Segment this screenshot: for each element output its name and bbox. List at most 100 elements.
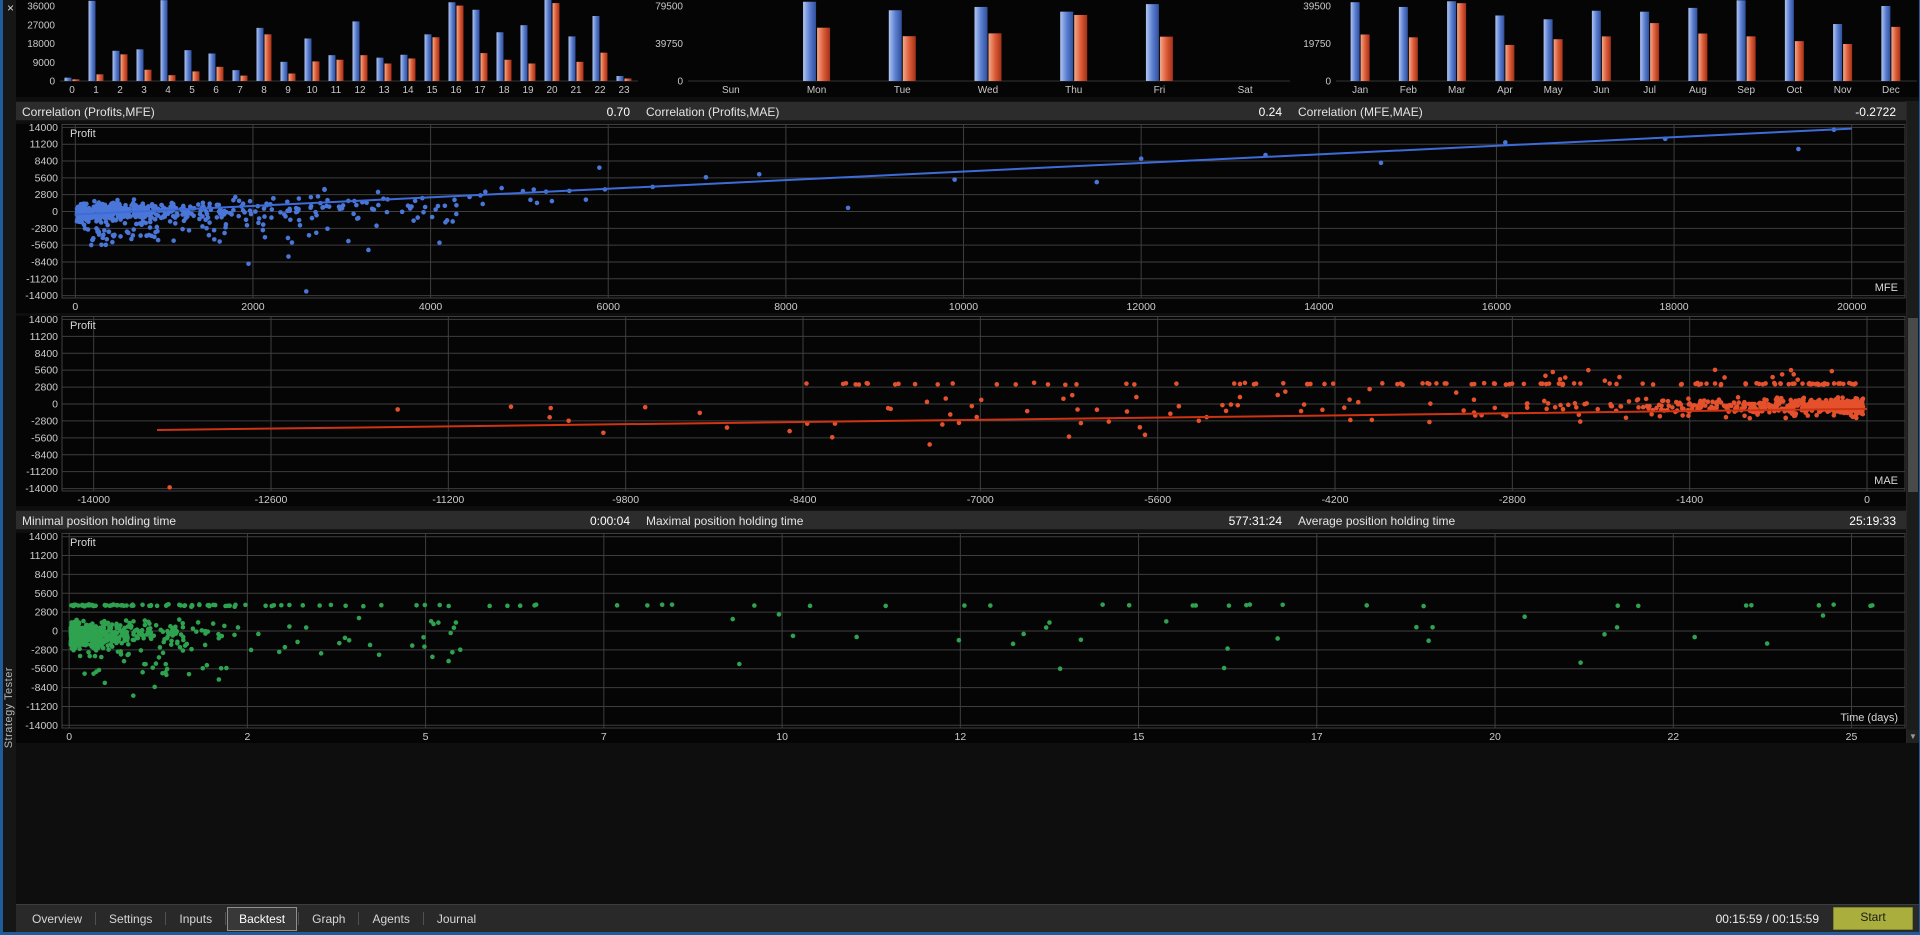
svg-text:12: 12	[354, 85, 366, 96]
svg-text:May: May	[1544, 85, 1563, 96]
correlation-profits-mfe-label: Correlation (Profits,MFE)	[22, 105, 155, 119]
svg-text:-8400: -8400	[31, 256, 58, 268]
svg-text:15: 15	[1133, 731, 1145, 743]
svg-text:10000: 10000	[949, 301, 978, 313]
minimal-holding-time-value: 0:00:04	[589, 514, 630, 528]
close-icon[interactable]: ×	[6, 1, 14, 15]
svg-text:16: 16	[450, 85, 462, 96]
panel-side-strip: × Strategy Tester	[3, 0, 16, 932]
profit-by-month-chart: 0 19750 39500 Jan Feb Mar Apr May Jun Jul Aug Sep Oc…	[1292, 0, 1919, 97]
svg-text:11200: 11200	[30, 550, 59, 562]
svg-text:-11200: -11200	[432, 494, 464, 506]
tab-separator	[165, 912, 167, 925]
window-border-bottom	[0, 932, 1920, 935]
svg-text:4: 4	[165, 85, 171, 96]
svg-text:6000: 6000	[597, 301, 621, 313]
tab-overview[interactable]: Overview	[32, 911, 83, 926]
svg-text:Sat: Sat	[1238, 85, 1253, 96]
start-button[interactable]: Start	[1833, 907, 1913, 930]
correlation-mfe-mae-value: -0.2722	[1855, 105, 1896, 119]
svg-text:2000: 2000	[241, 301, 265, 313]
average-holding-time-value: 25:19:33	[1849, 514, 1896, 528]
profit-by-hour-chart: 0 9000 18000 27000 36000 0 1 2 3 4 5 6 7 8 9 10 11 12 13 14…	[16, 0, 640, 97]
svg-text:23: 23	[618, 85, 630, 96]
svg-text:Oct: Oct	[1787, 85, 1803, 96]
backtest-elapsed-time: 00:15:59 / 00:15:59	[1715, 911, 1819, 926]
svg-text:Profit: Profit	[70, 320, 96, 332]
svg-text:8400: 8400	[35, 156, 59, 168]
svg-text:-14000: -14000	[25, 483, 58, 495]
svg-text:7: 7	[237, 85, 243, 96]
svg-text:-9800: -9800	[612, 494, 639, 506]
svg-text:Thu: Thu	[1065, 85, 1082, 96]
svg-text:0: 0	[1864, 494, 1870, 506]
svg-text:0: 0	[52, 626, 58, 638]
vertical-scrollbar[interactable]: ▼	[1906, 101, 1919, 743]
scrollbar-down-arrow[interactable]: ▼	[1907, 730, 1919, 743]
average-holding-time-label: Average position holding time	[1298, 514, 1456, 528]
svg-text:2: 2	[244, 731, 250, 743]
svg-text:-2800: -2800	[1499, 494, 1526, 506]
svg-text:22: 22	[594, 85, 606, 96]
correlation-profits-mfe: Correlation (Profits,MFE) 0.70	[16, 102, 640, 120]
svg-text:2800: 2800	[35, 189, 59, 201]
svg-text:Time (days): Time (days)	[1840, 712, 1898, 724]
svg-text:-11200: -11200	[26, 273, 58, 285]
svg-text:-1400: -1400	[1676, 494, 1703, 506]
svg-text:8000: 8000	[774, 301, 798, 313]
tab-journal[interactable]: Journal	[436, 911, 477, 926]
holding-time-strip: Minimal position holding time 0:00:04 Ma…	[16, 510, 1906, 530]
tab-bar-tabs: Overview Settings Inputs Backtest Graph Agent…	[20, 905, 488, 932]
svg-text:MAE: MAE	[1874, 475, 1898, 487]
tab-graph[interactable]: Graph	[312, 911, 346, 926]
svg-text:3: 3	[141, 85, 147, 96]
svg-text:15: 15	[426, 85, 438, 96]
window-border-left	[0, 0, 3, 935]
tab-backtest[interactable]: Backtest	[227, 906, 298, 931]
svg-text:79500: 79500	[655, 2, 683, 13]
scrollbar-thumb[interactable]	[1908, 318, 1918, 492]
svg-text:0: 0	[52, 206, 58, 218]
svg-text:21: 21	[570, 85, 582, 96]
correlation-profits-mae: Correlation (Profits,MAE) 0.24	[640, 102, 1292, 120]
svg-text:Mar: Mar	[1448, 85, 1466, 96]
svg-text:-2800: -2800	[31, 223, 58, 235]
tab-settings[interactable]: Settings	[109, 911, 153, 926]
svg-text:0: 0	[677, 77, 683, 88]
svg-text:-4200: -4200	[1322, 494, 1349, 506]
svg-text:Apr: Apr	[1497, 85, 1513, 96]
backtest-report-area: 0 9000 18000 27000 36000 0 1 2 3 4 5 6 7 8 9 10 11 12 13 14…	[16, 0, 1919, 932]
svg-text:-5600: -5600	[31, 663, 58, 675]
tab-inputs[interactable]: Inputs	[179, 911, 213, 926]
correlation-mfe-mae-label: Correlation (MFE,MAE)	[1298, 105, 1423, 119]
svg-text:7: 7	[601, 731, 607, 743]
svg-text:Feb: Feb	[1400, 85, 1418, 96]
svg-text:-8400: -8400	[31, 449, 58, 461]
tab-separator	[422, 912, 424, 925]
svg-text:-14000: -14000	[25, 290, 58, 302]
svg-text:-5600: -5600	[1144, 494, 1171, 506]
svg-text:25: 25	[1846, 731, 1858, 743]
svg-text:Sep: Sep	[1737, 85, 1755, 96]
svg-text:Profit: Profit	[70, 537, 96, 549]
svg-text:16000: 16000	[1482, 301, 1511, 313]
tab-agents[interactable]: Agents	[372, 911, 410, 926]
svg-text:39750: 39750	[655, 39, 683, 50]
minimal-holding-time-label: Minimal position holding time	[22, 514, 177, 528]
svg-text:11: 11	[331, 85, 342, 96]
svg-text:9000: 9000	[33, 58, 56, 69]
svg-text:0: 0	[49, 77, 55, 88]
svg-text:11200: 11200	[30, 331, 59, 343]
svg-text:MFE: MFE	[1875, 282, 1898, 294]
svg-text:18000: 18000	[27, 39, 55, 50]
svg-text:20000: 20000	[1837, 301, 1866, 313]
svg-text:18: 18	[498, 85, 510, 96]
svg-text:Aug: Aug	[1689, 85, 1707, 96]
svg-text:36000: 36000	[27, 2, 55, 13]
svg-text:22: 22	[1667, 731, 1679, 743]
svg-text:-12600: -12600	[255, 494, 288, 506]
svg-text:Jan: Jan	[1352, 85, 1368, 96]
svg-text:2800: 2800	[35, 607, 59, 619]
svg-text:-8400: -8400	[790, 494, 817, 506]
